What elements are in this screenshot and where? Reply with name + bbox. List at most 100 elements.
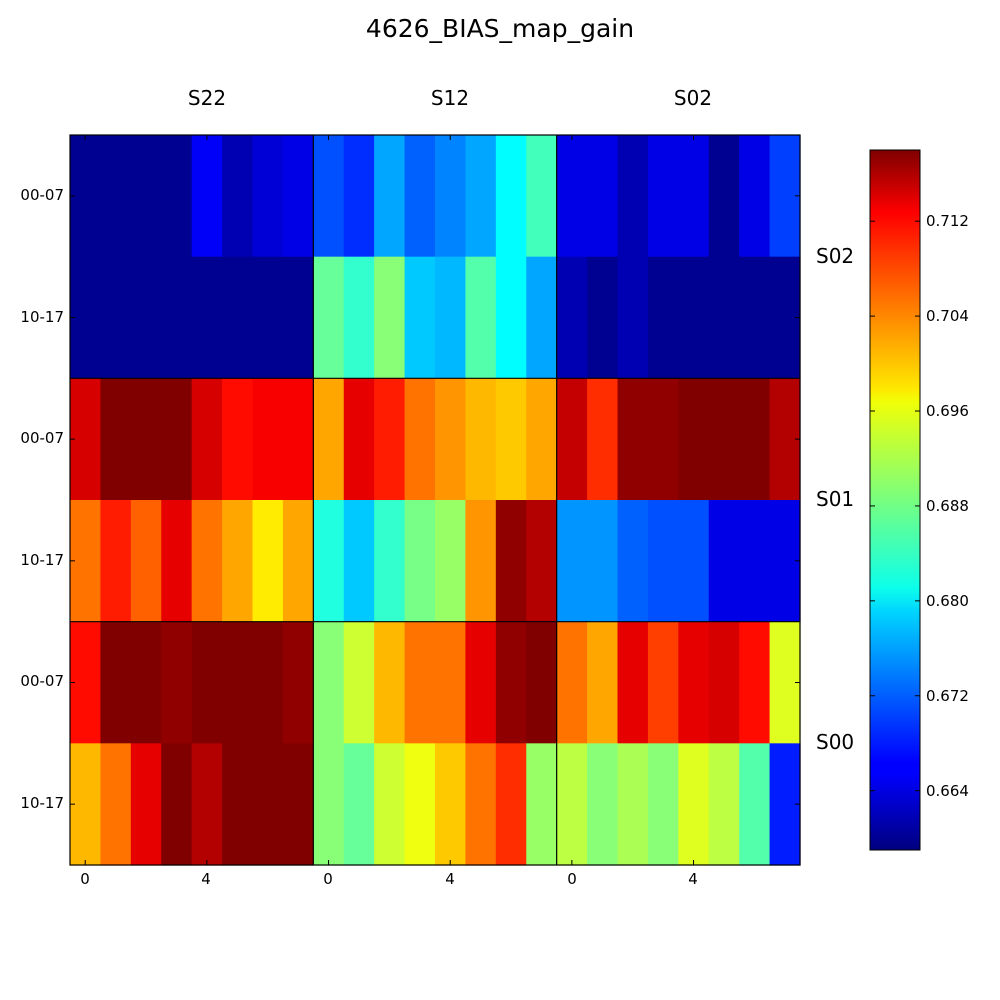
heatmap-cell — [191, 500, 223, 623]
column-label-s12: S12 — [430, 86, 470, 110]
heatmap-cell — [252, 378, 284, 501]
heatmap-cell — [191, 378, 223, 501]
heatmap-cell — [435, 743, 467, 866]
heatmap-cell — [343, 256, 375, 379]
heatmap-cell — [252, 743, 284, 866]
x-tick-label: 4 — [445, 870, 455, 888]
heatmap-cell — [678, 256, 710, 379]
heatmap-cell — [617, 256, 649, 379]
heatmap-cell — [374, 743, 406, 866]
heatmap-cell — [556, 378, 588, 501]
x-tick-label: 0 — [80, 870, 90, 888]
column-label-s22: S22 — [187, 86, 227, 110]
heatmap-cell — [647, 743, 679, 866]
colorbar-tick-marks — [870, 220, 920, 792]
heatmap-cell — [70, 621, 102, 744]
plot-frame — [69, 134, 801, 866]
heatmap-cell — [739, 256, 771, 379]
heatmap-cell — [739, 500, 771, 623]
heatmap-cell — [282, 378, 314, 501]
heatmap-cell — [587, 743, 619, 866]
heatmap-cell — [70, 256, 102, 379]
heatmap-cell — [100, 378, 132, 501]
row-label-s01: S01 — [816, 487, 855, 511]
heatmap-cell — [465, 378, 497, 501]
heatmap-cell — [130, 743, 162, 866]
heatmap-cell — [313, 743, 345, 866]
heatmap-cell — [678, 743, 710, 866]
y-tick-label: 10-17 — [20, 308, 64, 326]
heatmap-cell — [404, 500, 436, 623]
heatmap-cell — [313, 256, 345, 379]
heatmap-cell — [374, 500, 406, 623]
heatmap-cell — [70, 378, 102, 501]
heatmap-cell — [282, 500, 314, 623]
heatmap-cell — [404, 378, 436, 501]
heatmap-cells — [70, 135, 801, 866]
heatmap-cell — [282, 743, 314, 866]
heatmap-cell — [130, 621, 162, 744]
heatmap-cell — [161, 743, 193, 866]
heatmap-cell — [374, 135, 406, 258]
heatmap-cell — [556, 135, 588, 258]
heatmap-cell — [739, 135, 771, 258]
colorbar-tick-label: 0.712 — [926, 212, 969, 231]
heatmap-cell — [222, 500, 254, 623]
heatmap-cell — [526, 743, 558, 866]
heatmap-cell — [465, 500, 497, 623]
heatmap-cell — [708, 135, 740, 258]
heatmap-cell — [282, 621, 314, 744]
heatmap-cell — [465, 743, 497, 866]
heatmap-cell — [678, 621, 710, 744]
heatmap-cell — [343, 378, 375, 501]
x-tick-label: 4 — [688, 870, 698, 888]
heatmap-cell — [100, 256, 132, 379]
heatmap-cell — [191, 743, 223, 866]
heatmap-cell — [343, 621, 375, 744]
heatmap-cell — [678, 378, 710, 501]
heatmap-cell — [617, 378, 649, 501]
heatmap-cell — [161, 621, 193, 744]
heatmap-cell — [191, 256, 223, 379]
heatmap-cell — [252, 256, 284, 379]
colorbar-tick-label: 0.696 — [926, 402, 969, 420]
heatmap-cell — [313, 135, 345, 258]
heatmap-cell — [374, 378, 406, 501]
row-label-s02: S02 — [816, 244, 855, 268]
heatmap-cell — [556, 743, 588, 866]
chart-title: 4626_BIAS_map_gain — [365, 14, 635, 43]
heatmap-cell — [647, 378, 679, 501]
heatmap-cell — [617, 500, 649, 623]
heatmap-cell — [435, 378, 467, 501]
heatmap-cell — [435, 621, 467, 744]
heatmap-cell — [222, 378, 254, 501]
heatmap-cell — [465, 135, 497, 258]
heatmap-cell — [252, 500, 284, 623]
heatmap-cell — [222, 621, 254, 744]
x-tick-label: 4 — [201, 870, 211, 888]
heatmap-cell — [617, 621, 649, 744]
heatmap-cell — [100, 500, 132, 623]
heatmap-cell — [647, 135, 679, 258]
heatmap-cell — [252, 621, 284, 744]
colorbar-tick-label: 0.680 — [926, 591, 969, 610]
heatmap-cell — [708, 256, 740, 379]
heatmap-cell — [617, 743, 649, 866]
heatmap-cell — [161, 500, 193, 623]
colorbar-tick-label: 0.688 — [926, 496, 969, 515]
heatmap-cell — [313, 621, 345, 744]
row-label-s00: S00 — [816, 730, 855, 754]
heatmap-cell — [708, 500, 740, 623]
heatmap-cell — [313, 378, 345, 501]
heatmap-cell — [100, 135, 132, 258]
y-tick-label: 00-07 — [20, 186, 64, 204]
heatmap-cell — [282, 135, 314, 258]
heatmap-cell — [70, 135, 102, 258]
heatmap-cell — [252, 135, 284, 258]
heatmap-cell — [191, 621, 223, 744]
heatmap-cell — [374, 256, 406, 379]
heatmap-cell — [526, 500, 558, 623]
heatmap-cell — [404, 743, 436, 866]
heatmap-cell — [647, 256, 679, 379]
heatmap-cell — [435, 256, 467, 379]
